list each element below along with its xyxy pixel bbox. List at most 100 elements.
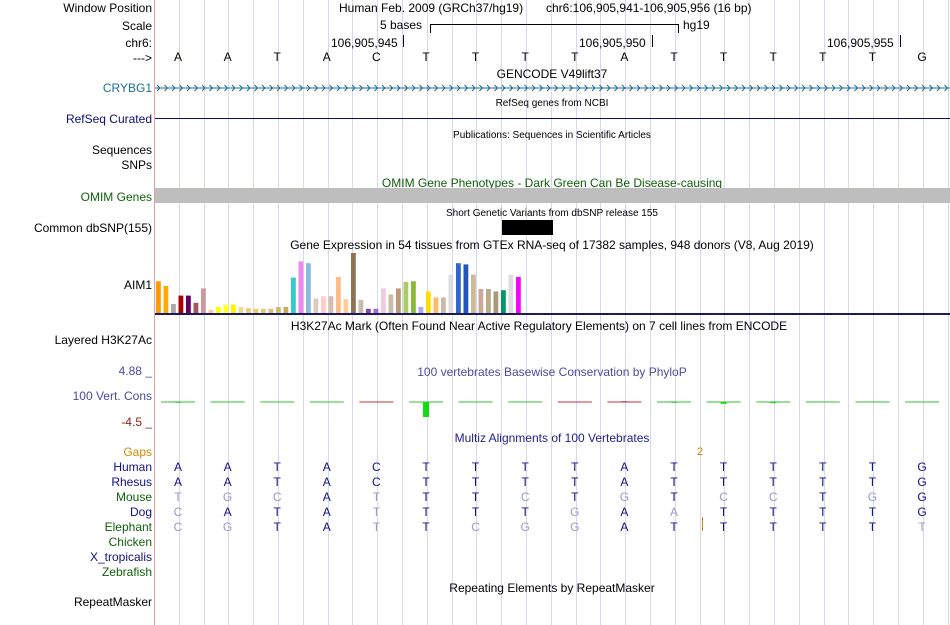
gtex-tissue-bar xyxy=(366,308,371,313)
strand-chevron xyxy=(419,84,424,92)
gtex-tissue-bar xyxy=(426,291,431,313)
gtex-bar-chart[interactable] xyxy=(155,250,950,316)
strand-chevron xyxy=(869,84,874,92)
assembly-title[interactable]: Human Feb. 2009 (GRCh37/hg19) xyxy=(339,1,524,15)
strand-chevron xyxy=(599,84,604,92)
gtex-tissue-bar xyxy=(471,274,476,313)
sequence-base: C xyxy=(372,50,381,64)
position-readout[interactable]: chr6:106,905,941-106,905,956 (16 bp) xyxy=(546,1,752,15)
gtex-tissue-bar xyxy=(336,277,341,313)
strand-chevron xyxy=(186,84,191,92)
phylop-label[interactable]: 100 Vert. Cons xyxy=(72,389,152,403)
species-label-elephant[interactable]: Elephant xyxy=(104,520,152,534)
strand-chevron xyxy=(576,84,581,92)
sequence-base: G xyxy=(917,50,927,64)
publications-title[interactable]: Publications: Sequences in Scientific Ar… xyxy=(453,130,651,141)
dbsnp-title[interactable]: Short Genetic Variants from dbSNP releas… xyxy=(446,208,658,219)
species-label-dog[interactable]: Dog xyxy=(129,505,152,519)
gtex-tissue-bar xyxy=(313,298,319,313)
scale-bar xyxy=(430,24,679,33)
alignment-base: T xyxy=(174,490,182,504)
strand-chevron xyxy=(284,84,289,92)
gtex-title[interactable]: Gene Expression in 54 tissues from GTEx … xyxy=(290,238,814,252)
alignment-base: G xyxy=(222,520,233,534)
species-label-x_tropicalis[interactable]: X_tropicalis xyxy=(89,550,152,564)
gtex-tissue-bar xyxy=(276,307,281,313)
h3k27ac-title[interactable]: H3K27Ac Mark (Often Found Near Active Re… xyxy=(290,319,788,333)
sequence-base: T xyxy=(521,50,529,64)
gtex-tissue-bar xyxy=(231,304,236,313)
gencode-title[interactable]: GENCODE V49lift37 xyxy=(496,67,608,81)
strand-chevron xyxy=(396,84,401,92)
strand-chevron xyxy=(764,84,769,92)
alignment-base: T xyxy=(571,490,579,504)
species-label-zebrafish[interactable]: Zebrafish xyxy=(101,565,152,579)
species-label-rhesus[interactable]: Rhesus xyxy=(111,475,152,489)
alignment-base: T xyxy=(422,490,430,504)
dbsnp-label[interactable]: Common dbSNP(155) xyxy=(33,221,152,235)
gtex-tissue-bar xyxy=(163,286,169,313)
strand-chevron xyxy=(651,84,656,92)
alignment-base: A xyxy=(223,460,232,474)
phylop-max-label: 4.88 _ xyxy=(118,364,152,378)
species-label-mouse[interactable]: Mouse xyxy=(115,490,152,504)
strand-chevron xyxy=(854,84,859,92)
gencode-gene-track[interactable] xyxy=(155,82,950,94)
strand-chevron xyxy=(336,84,341,92)
strand-chevron xyxy=(539,84,544,92)
coord-tick-mark xyxy=(900,35,901,47)
strand-chevron xyxy=(261,84,266,92)
phylop-title[interactable]: 100 vertebrates Basewise Conservation by… xyxy=(417,365,687,379)
alignment-base: T xyxy=(819,505,827,519)
strand-chevron xyxy=(726,84,731,92)
alignment-base: T xyxy=(868,475,877,489)
alignment-base: T xyxy=(769,475,777,489)
omim-title[interactable]: OMIM Gene Phenotypes - Dark Green Can Be… xyxy=(381,176,723,190)
gtex-tissue-bar xyxy=(156,281,161,313)
omim-label[interactable]: OMIM Genes xyxy=(80,190,152,204)
strand-chevron xyxy=(224,84,229,92)
species-label-human[interactable]: Human xyxy=(113,460,152,474)
refseq-gene-line[interactable] xyxy=(155,118,950,119)
strand-chevron xyxy=(306,84,311,92)
strand-chevron xyxy=(329,84,334,92)
snps-label[interactable]: SNPs xyxy=(121,158,152,172)
alignment-base: T xyxy=(819,490,827,504)
phylop-wiggle[interactable] xyxy=(155,385,950,425)
repeatmasker-label[interactable]: RepeatMasker xyxy=(73,595,152,609)
strand-chevron xyxy=(749,84,754,92)
strand-label: ---> xyxy=(133,51,152,65)
h3k27ac-label[interactable]: Layered H3K27Ac xyxy=(54,333,152,347)
omim-feature-bar[interactable] xyxy=(155,188,950,203)
strand-chevron xyxy=(299,84,304,92)
sequences-label[interactable]: Sequences xyxy=(91,143,152,157)
alignment-base: T xyxy=(670,490,678,504)
alignment-base: T xyxy=(372,520,381,534)
alignment-base: T xyxy=(521,475,529,489)
gaps-label[interactable]: Gaps xyxy=(123,445,152,459)
alignment-base: C xyxy=(520,490,530,504)
strand-chevron xyxy=(779,84,784,92)
refseq-label[interactable]: RefSeq Curated xyxy=(65,112,152,126)
gene-label-crybg1[interactable]: CRYBG1 xyxy=(102,81,152,95)
sequence-base: T xyxy=(819,50,827,64)
strand-chevron xyxy=(321,84,326,92)
sequence-base: T xyxy=(273,50,281,64)
gtex-tissue-bar xyxy=(201,288,206,313)
repeatmasker-title[interactable]: Repeating Elements by RepeatMasker xyxy=(449,581,655,595)
alignment-base: T xyxy=(273,520,281,534)
alignment-base: G xyxy=(917,475,927,489)
strand-chevron xyxy=(929,84,934,92)
dbsnp-variant-block[interactable] xyxy=(502,220,553,235)
alignment-base: T xyxy=(670,460,678,474)
strand-chevron xyxy=(479,84,484,92)
refseq-title[interactable]: RefSeq genes from NCBI xyxy=(495,98,609,109)
alignment-base: T xyxy=(670,475,678,489)
sequence-base: T xyxy=(471,50,480,64)
coord-tick-label: 106,905,955 xyxy=(827,36,894,50)
gtex-gene-label[interactable]: AIM1 xyxy=(123,278,152,292)
alignment-base: T xyxy=(471,460,480,474)
strand-chevron xyxy=(194,84,199,92)
multiz-title[interactable]: Multiz Alignments of 100 Vertebrates xyxy=(454,431,650,445)
species-label-chicken[interactable]: Chicken xyxy=(108,535,152,549)
